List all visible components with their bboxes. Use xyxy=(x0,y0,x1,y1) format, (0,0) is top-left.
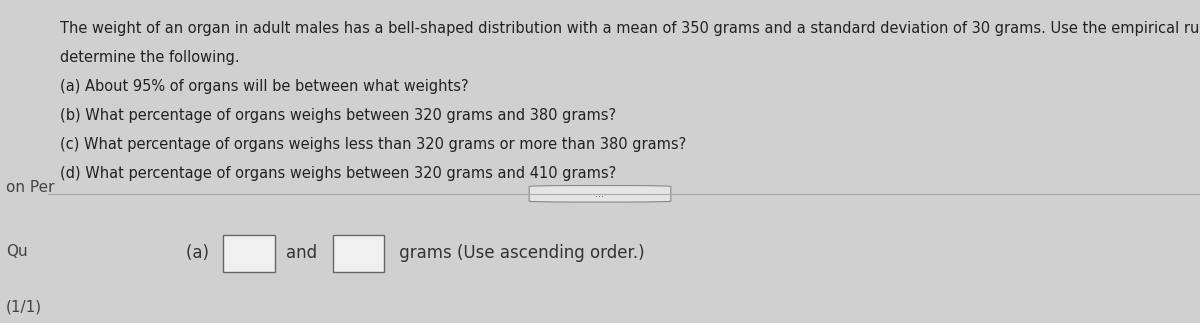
Text: Qu: Qu xyxy=(6,245,28,259)
Text: (c) What percentage of organs weighs less than 320 grams or more than 380 grams?: (c) What percentage of organs weighs les… xyxy=(60,137,685,152)
Text: ...: ... xyxy=(595,189,605,199)
FancyBboxPatch shape xyxy=(332,234,384,272)
Text: and: and xyxy=(287,244,318,262)
Text: on Per: on Per xyxy=(6,180,54,195)
Text: determine the following.: determine the following. xyxy=(60,50,239,65)
Text: The weight of an organ in adult males has a bell-shaped distribution with a mean: The weight of an organ in adult males ha… xyxy=(60,21,1200,36)
Text: (a): (a) xyxy=(186,244,215,262)
FancyBboxPatch shape xyxy=(529,185,671,202)
Text: grams (Use ascending order.): grams (Use ascending order.) xyxy=(394,244,644,262)
Text: (b) What percentage of organs weighs between 320 grams and 380 grams?: (b) What percentage of organs weighs bet… xyxy=(60,108,616,123)
FancyBboxPatch shape xyxy=(223,234,275,272)
Text: (a) About 95% of organs will be between what weights?: (a) About 95% of organs will be between … xyxy=(60,79,468,94)
Text: (1/1): (1/1) xyxy=(6,299,42,314)
Text: (d) What percentage of organs weighs between 320 grams and 410 grams?: (d) What percentage of organs weighs bet… xyxy=(60,166,616,181)
